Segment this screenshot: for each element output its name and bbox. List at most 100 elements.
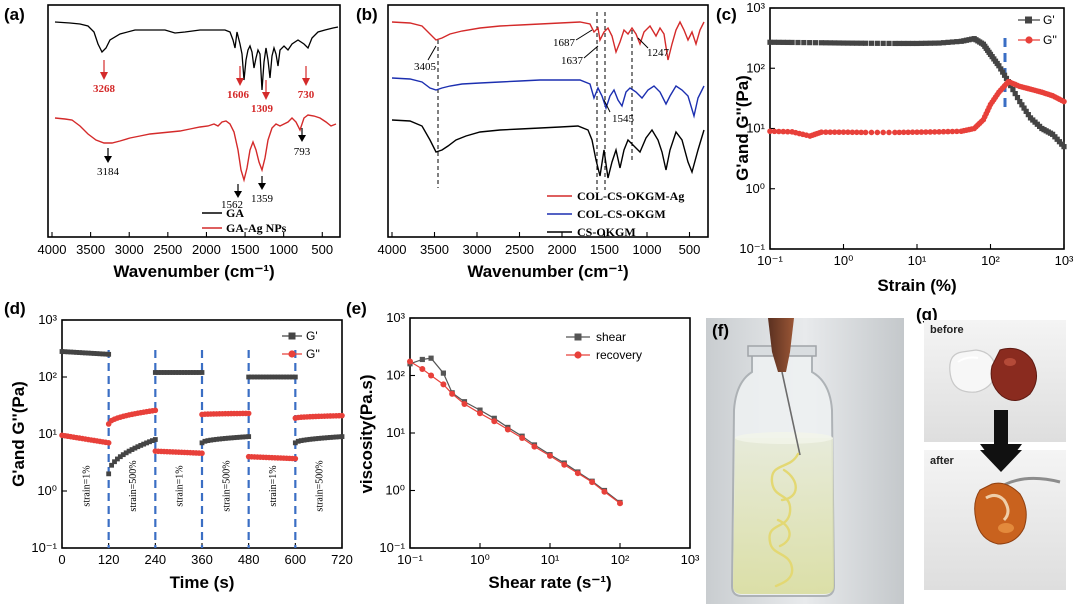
data-point-gprime [292,440,298,446]
data-point-gdoubleprime [923,129,929,135]
panel-g-label: (g) [916,305,938,324]
data-point-gprime [222,436,228,441]
healed-gel [974,482,1027,545]
panel-a-ftir-ga: (a) 4000 3500 3000 2500 2000 1500 1000 500 Wave… [4,4,341,281]
data-point-gprime [205,438,211,444]
data-point-gprime [263,374,269,380]
y-tick-label: 10² [746,60,765,75]
data-point-recovery [589,479,596,486]
extruded-gel [768,452,800,588]
x-tick-label: 500 [679,242,701,257]
data-point-gdoubleprime [845,129,851,136]
data-point-gprime [106,471,112,477]
data-point-gprime [1000,69,1006,75]
panel-b-dashed-lines [437,12,633,190]
svg-text:recovery: recovery [596,348,642,362]
data-point-shear [477,407,483,413]
data-point-gprime [199,370,205,375]
data-point-gprime [257,374,263,380]
series-col-cs-okgm-curve [391,77,705,119]
x-tick-label: 10⁰ [470,552,490,567]
svg-text:CS-OKGM: CS-OKGM [577,225,636,239]
data-point-recovery [419,365,426,372]
svg-text:3268: 3268 [93,83,116,95]
panel-e-legend: shear recovery [566,330,642,362]
data-point-recovery [547,452,553,459]
x-tick-label: 2500 [153,242,182,257]
data-point-gprime [923,40,929,46]
svg-text:3405: 3405 [414,61,437,73]
data-point-recovery [617,500,623,507]
data-point-gprime [818,40,824,46]
panel-g-self-healing-photos: (g) before after [916,305,1066,590]
data-point-recovery [531,443,538,450]
data-point-gprime [319,435,324,441]
data-point-gprime [85,350,91,356]
x-tick-label: 10³ [1055,253,1074,268]
data-point-gprime [1019,102,1025,108]
segment-strain-label: strain=1% [81,465,92,506]
data-point-gprime [91,351,97,356]
data-point-gprime [284,374,289,380]
svg-text:GA-Ag NPs: GA-Ag NPs [226,221,287,235]
data-point-gprime [290,374,295,380]
panel-b-annotations: 3405 1687 1637 1545 1247 [414,29,670,125]
panel-a-frame [47,4,341,238]
panel-c-label: (c) [716,5,737,24]
data-point-gdoubleprime [892,129,898,136]
panel-a-annotations: 3268 1606 1309 730 [93,60,315,115]
panel-d-xlabel: Time (s) [170,573,235,592]
y-tick-label: 10³ [386,310,405,325]
data-point-gprime [208,437,214,443]
data-point-gprime [304,437,310,443]
data-point-gdoubleprime [936,129,942,135]
data-point-gprime [115,456,120,462]
data-point-recovery [428,372,435,379]
data-point-gprime [65,349,71,355]
data-point-shear [440,370,446,376]
data-point-gprime [269,374,275,380]
data-point-gprime [874,40,880,46]
data-point-gdoubleprime [886,129,892,136]
data-point-gprime [281,374,287,380]
data-point-gprime [255,374,260,380]
data-point-gprime [112,459,117,465]
data-point-gprime [333,434,339,440]
data-point-gprime [182,370,187,375]
data-point-gprime [246,374,252,380]
data-point-gprime [138,442,144,448]
data-point-gprime [62,349,68,355]
x-tick-label: 0 [58,552,65,567]
data-point-gprime [936,40,942,46]
svg-text:1309: 1309 [251,103,274,115]
data-point-gprime [59,349,65,354]
data-point-gprime [249,374,254,380]
data-point-shear [428,355,434,361]
data-point-gprime [896,40,902,47]
data-point-gprime [135,444,141,450]
data-point-gprime [71,349,77,355]
data-point-gprime [179,370,184,375]
x-tick-label: 500 [311,242,333,257]
data-point-gprime [275,374,281,380]
data-point-gprime [97,351,103,357]
data-point-gprime [158,370,164,375]
data-point-gprime [330,434,336,440]
data-point-gprime [932,40,938,46]
data-point-gprime [266,374,272,380]
photo-after-label: after [930,455,955,467]
panel-d-step-strain: (d) 0 120 240 360 480 600 72010⁻¹10⁰10¹10²10³ … [4,299,353,592]
data-point-gprime [325,435,330,441]
data-point-gprime [94,351,100,357]
data-point-gdoubleprime [199,450,205,457]
data-point-gdoubleprime [880,129,886,136]
data-point-gdoubleprime [954,128,960,135]
data-point-gprime [214,436,219,442]
data-point-gprime [909,40,916,47]
data-point-gprime [68,349,74,355]
y-tick-label: 10² [38,369,57,384]
data-point-recovery [491,418,498,425]
y-tick-label: 10⁰ [385,483,405,498]
data-point-gprime [1001,72,1008,78]
data-point-gprime [150,438,155,444]
